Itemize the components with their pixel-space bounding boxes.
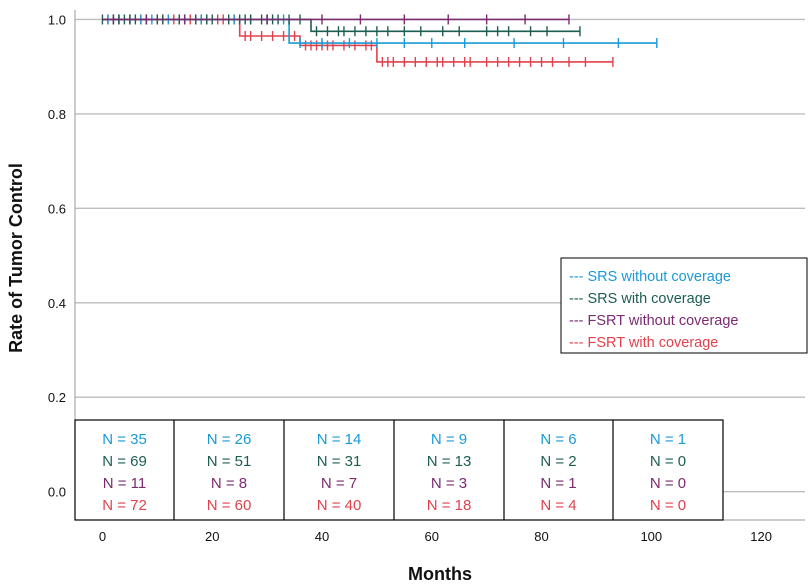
x-tick-labels: 0 20 40 60 80 100 120 [99,529,772,544]
x-tick-label: 100 [640,529,662,544]
risk-count: N = 0 [650,497,686,514]
risk-count: N = 35 [102,431,147,448]
legend-entry-fsrt-without: --- FSRT without coverage [569,313,739,329]
y-tick-labels: 0.0 0.2 0.4 0.6 0.8 1.0 [48,12,66,499]
y-tick-label: 1.0 [48,12,66,27]
risk-count: N = 11 [103,475,147,492]
risk-count: N = 60 [207,497,252,514]
survival-curves [101,14,658,67]
risk-count: N = 51 [207,453,252,470]
x-tick-label: 80 [534,529,548,544]
x-tick-label: 60 [425,529,439,544]
risk-count: N = 31 [317,453,362,470]
y-axis-label: Rate of Tumor Control [6,163,26,353]
risk-count: N = 1 [540,475,576,492]
x-tick-label: 20 [205,529,219,544]
series-2 [102,14,570,25]
risk-count: N = 6 [540,431,576,448]
x-axis-label: Months [408,564,472,584]
risk-count: N = 2 [540,453,576,470]
risk-count: N = 7 [321,475,357,492]
y-tick-label: 0.2 [48,390,66,405]
legend-box [560,257,808,354]
risk-count: N = 14 [317,431,362,448]
risk-count: N = 13 [427,453,472,470]
legend: --- SRS without coverage --- SRS with co… [560,257,808,354]
y-tick-label: 0.8 [48,107,66,122]
risk-count: N = 3 [431,475,467,492]
risk-table: N = 35 N = 69 N = 11 N = 72 N = 26 N = 51 N = … [74,419,724,521]
y-tick-label: 0.6 [48,201,66,216]
x-tick-label: 40 [315,529,329,544]
x-tick-label: 120 [750,529,772,544]
risk-count: N = 9 [431,431,467,448]
risk-count: N = 26 [207,431,252,448]
legend-entry-srs-without: --- SRS without coverage [569,269,731,285]
risk-count: N = 1 [650,431,686,448]
survival-curve [102,18,613,63]
risk-count: N = 0 [650,475,686,492]
legend-entry-fsrt-with: --- FSRT with coverage [569,335,718,351]
risk-count: N = 40 [317,497,362,514]
legend-entry-srs-with: --- SRS with coverage [569,291,711,307]
risk-count: N = 69 [102,453,147,470]
risk-table-frame [74,419,724,521]
risk-count: N = 18 [427,497,472,514]
y-tick-label: 0.4 [48,296,66,311]
risk-count: N = 8 [211,475,247,492]
risk-count: N = 4 [540,497,576,514]
risk-count: N = 72 [102,497,147,514]
x-tick-label: 0 [99,529,106,544]
y-tick-label: 0.0 [48,485,66,500]
risk-count: N = 0 [650,453,686,470]
